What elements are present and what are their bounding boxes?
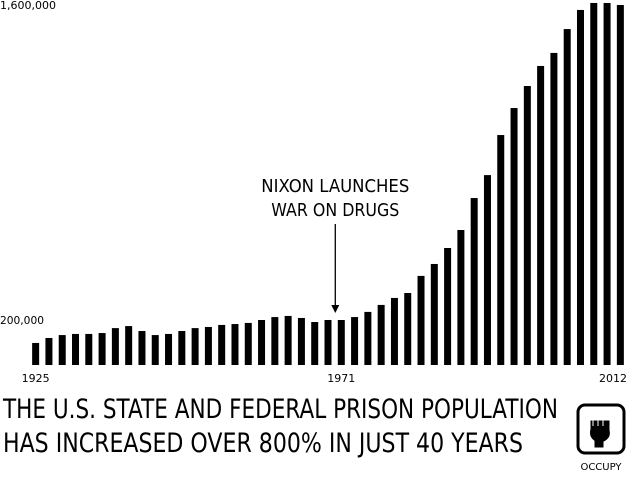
bar xyxy=(98,333,106,365)
bar xyxy=(483,175,491,365)
bar xyxy=(191,328,199,365)
logo: OCCUPY xyxy=(576,403,626,473)
bar xyxy=(444,248,452,365)
chart-title-line: THE U.S. STATE AND FEDERAL PRISON POPULA… xyxy=(2,394,558,425)
bar xyxy=(218,324,226,365)
bar xyxy=(165,333,173,365)
bar xyxy=(523,86,531,365)
bar xyxy=(510,108,518,366)
bar xyxy=(58,335,66,365)
bar xyxy=(125,326,133,365)
bar xyxy=(470,198,478,365)
bar xyxy=(32,342,40,365)
bar xyxy=(324,320,332,365)
bar xyxy=(271,317,279,365)
bar xyxy=(563,29,571,365)
annotation-text: NIXON LAUNCHES xyxy=(261,176,409,197)
bar xyxy=(377,304,385,365)
bar xyxy=(111,328,119,365)
bar xyxy=(430,263,438,365)
bar xyxy=(590,2,598,365)
bar xyxy=(603,2,611,365)
bar xyxy=(204,326,212,365)
bar xyxy=(550,52,558,366)
x-tick-label: 1925 xyxy=(22,372,50,385)
bar xyxy=(284,315,292,365)
bar xyxy=(390,297,398,365)
bar xyxy=(576,9,584,365)
bar xyxy=(45,338,53,365)
y-tick-label: 1,600,000 xyxy=(0,0,56,12)
bar xyxy=(244,322,252,365)
bar xyxy=(537,65,545,365)
annotation-text: WAR ON DRUGS xyxy=(271,200,399,221)
annotation-arrowhead xyxy=(331,305,340,313)
bar xyxy=(616,5,624,365)
bar xyxy=(178,331,186,365)
x-tick-label: 2012 xyxy=(599,372,627,385)
bar xyxy=(351,317,359,365)
bar xyxy=(404,293,412,365)
bar xyxy=(311,322,319,365)
y-tick-label: 200,000 xyxy=(0,314,44,327)
chart-title-line: HAS INCREASED OVER 800% IN JUST 40 YEARS xyxy=(3,428,523,459)
bar xyxy=(231,324,239,365)
bar xyxy=(337,320,345,365)
bar xyxy=(72,333,80,365)
logo-label: OCCUPY xyxy=(580,462,622,473)
logo-fist xyxy=(589,419,611,449)
x-tick-label: 1971 xyxy=(327,372,355,385)
bar xyxy=(417,275,425,365)
bar xyxy=(457,230,465,365)
bar xyxy=(151,335,159,365)
bar xyxy=(364,311,372,365)
bar xyxy=(138,331,146,365)
bar xyxy=(85,333,93,365)
bar xyxy=(497,135,505,365)
bar xyxy=(297,317,305,365)
logo-frame xyxy=(576,403,626,455)
bar xyxy=(258,320,266,365)
